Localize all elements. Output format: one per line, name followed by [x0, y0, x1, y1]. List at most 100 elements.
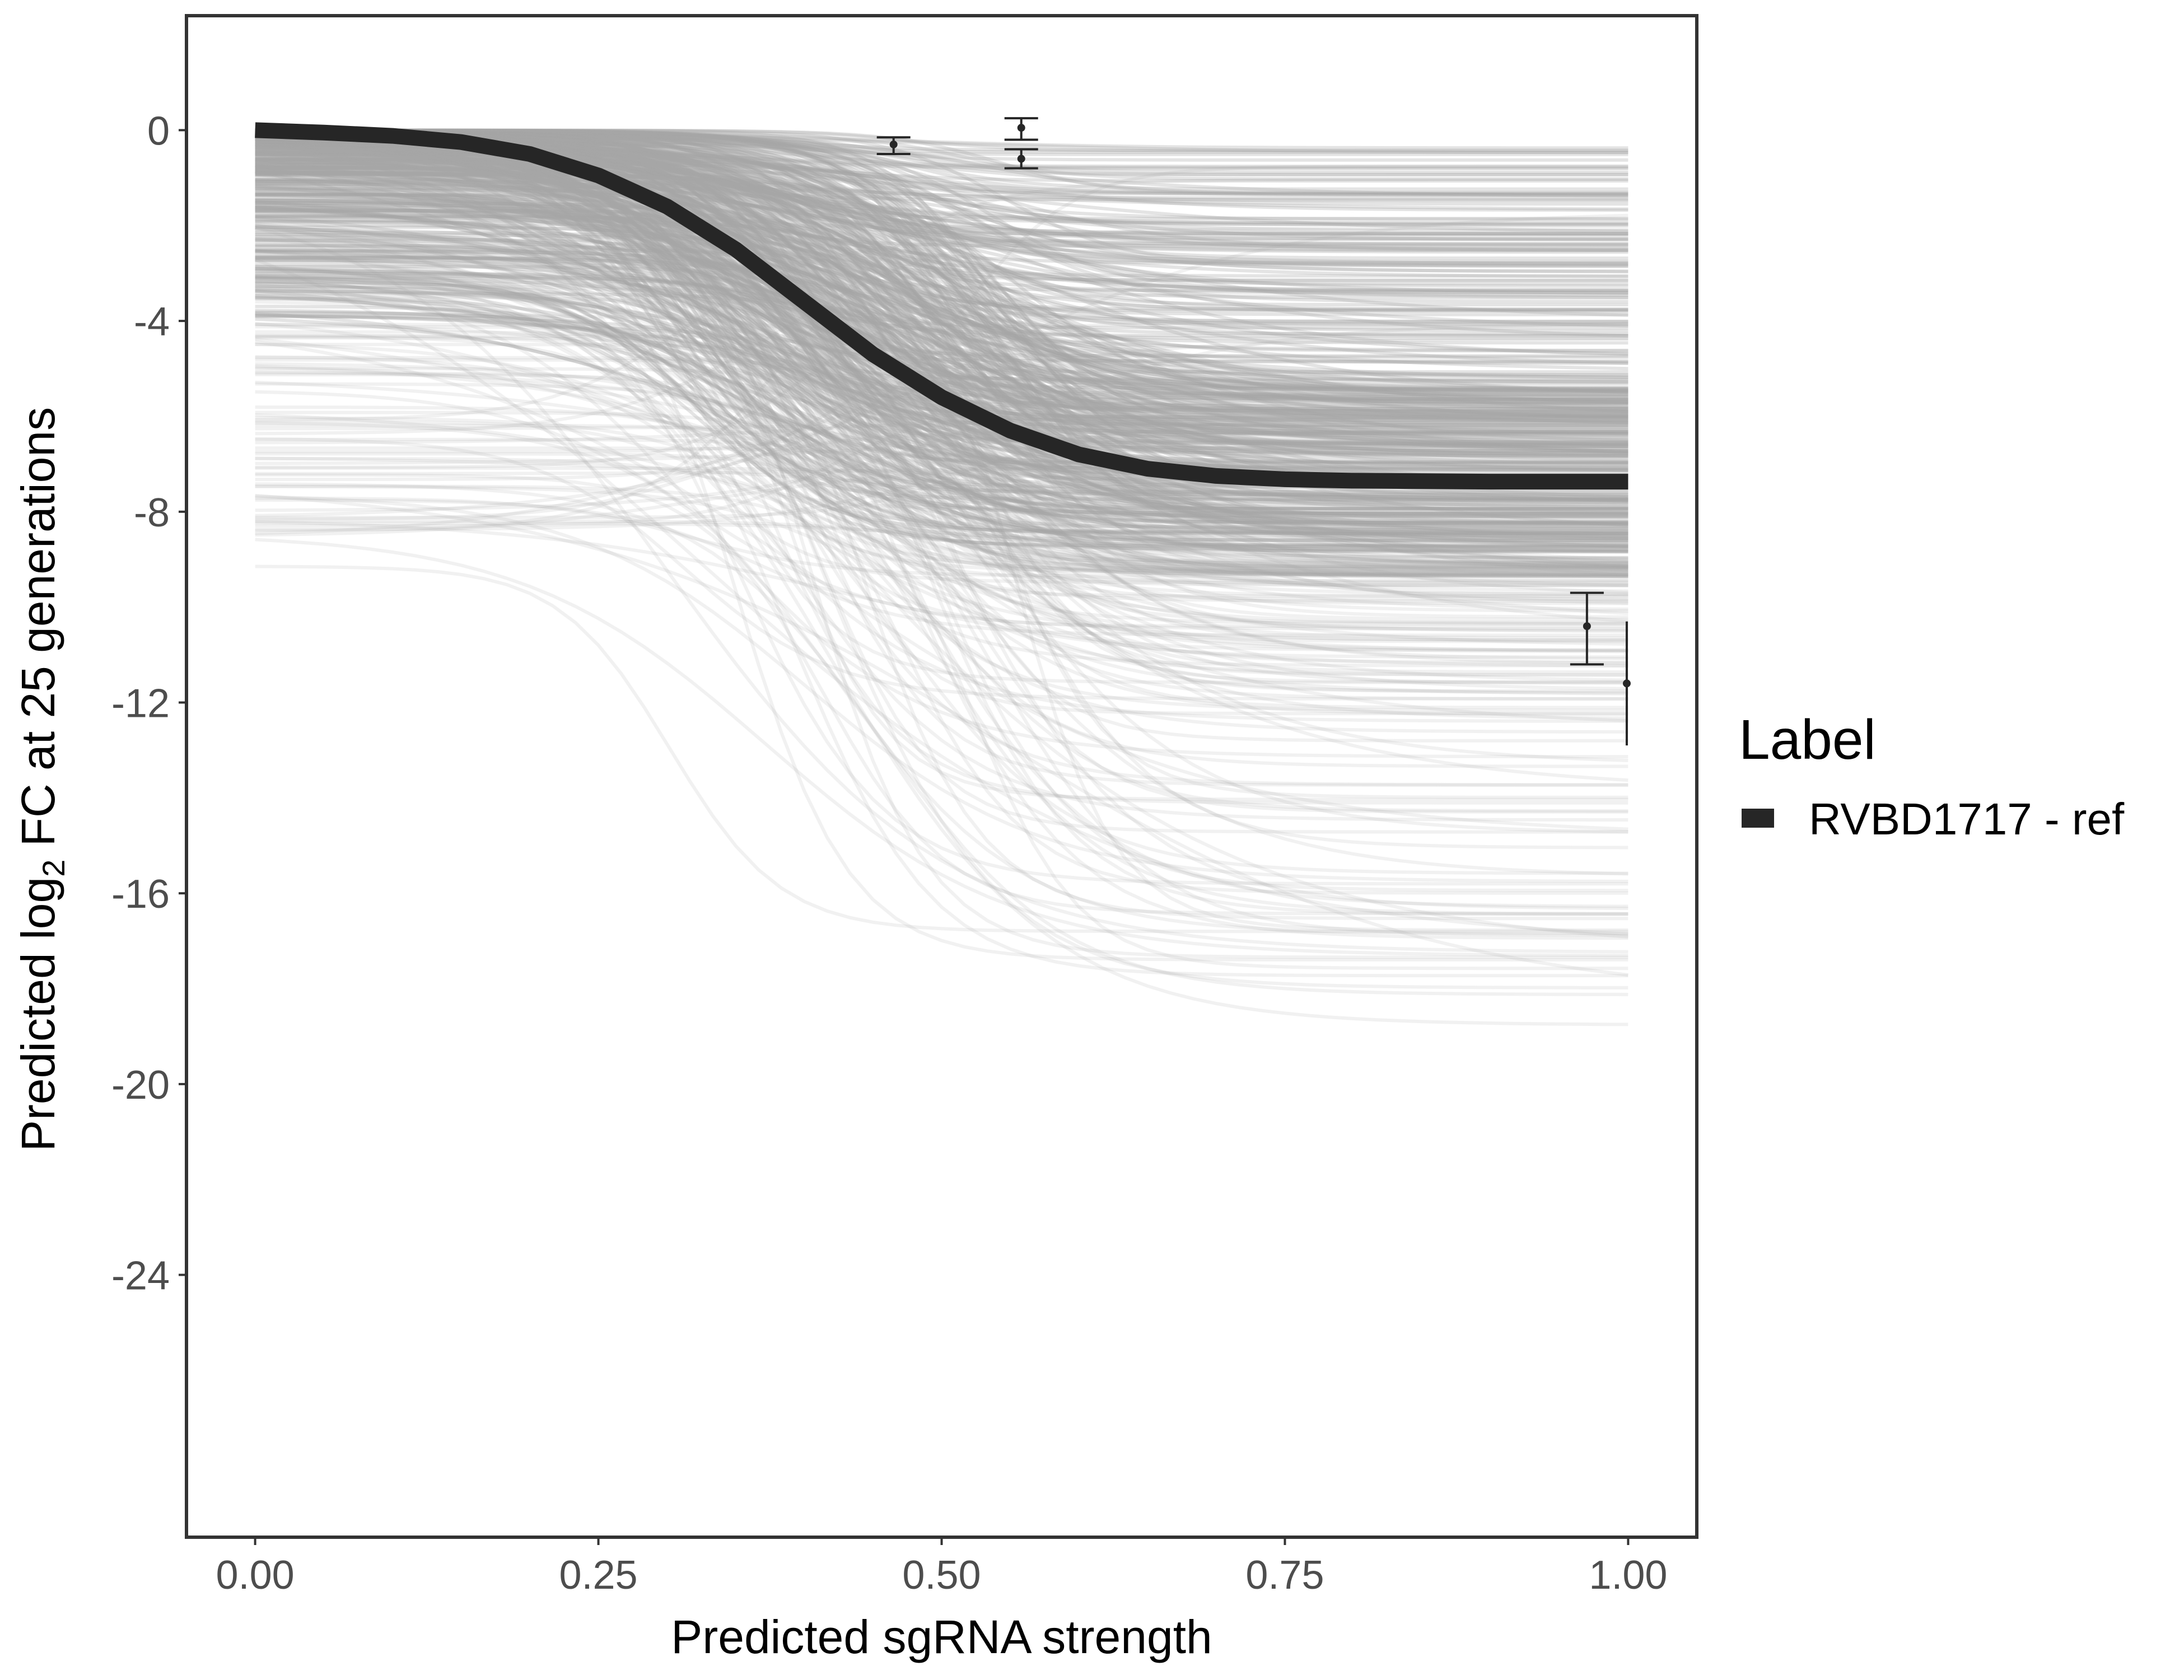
posterior-draw-line — [255, 220, 1628, 381]
posterior-draw-line — [255, 538, 1628, 958]
posterior-draw-line — [255, 138, 1628, 392]
posterior-draw-line — [255, 192, 1628, 424]
posterior-draw-line — [255, 128, 1628, 198]
posterior-draw-line — [255, 162, 1628, 317]
posterior-draw-line — [255, 176, 1628, 624]
posterior-draw-line — [255, 193, 1628, 328]
posterior-draw-line — [255, 274, 1628, 533]
posterior-draw-line — [255, 182, 1628, 503]
posterior-draw-line — [255, 134, 1628, 402]
posterior-draw-line — [255, 129, 1628, 410]
posterior-draw-line — [255, 367, 1628, 573]
posterior-draw-line — [255, 161, 1628, 693]
posterior-draw-line — [255, 211, 1628, 542]
posterior-draw-line — [255, 414, 1628, 531]
y-axis-title: Predicted log2 FC at 25 generations — [12, 407, 71, 1151]
x-axis: 0.00 0.25 0.50 0.75 1.00 — [216, 1537, 1667, 1598]
posterior-draw-line — [255, 223, 1628, 568]
posterior-draw-line — [255, 153, 1628, 684]
posterior-draw-line — [255, 138, 1628, 567]
posterior-draw-line — [255, 272, 1628, 552]
posterior-draw-line — [255, 390, 1628, 631]
posterior-draw-line — [255, 423, 1628, 536]
posterior-draw-line — [255, 237, 1628, 787]
posterior-draw-line — [255, 198, 1628, 598]
posterior-draw-line — [255, 201, 1628, 454]
posterior-draw-line — [255, 193, 1628, 460]
posterior-draw-line — [255, 129, 1628, 471]
posterior-draw-line — [255, 165, 1628, 415]
posterior-draw-line — [255, 484, 1628, 813]
posterior-draw-line — [255, 212, 1628, 570]
posterior-draw-line — [255, 162, 1628, 564]
posterior-draw-line — [255, 322, 1628, 512]
posterior-draw-line — [255, 129, 1628, 197]
posterior-draw-line — [255, 224, 1628, 352]
posterior-draw-line — [255, 128, 1628, 153]
posterior-draw-line — [255, 485, 1628, 652]
posterior-draw-line — [255, 206, 1628, 371]
posterior-draw-line — [255, 171, 1628, 292]
posterior-draw-line — [255, 129, 1628, 601]
posterior-draw-line — [255, 294, 1628, 584]
posterior-draw-line — [255, 128, 1628, 326]
posterior-draw-line — [255, 132, 1628, 226]
posterior-draw-line — [255, 205, 1628, 292]
posterior-draw-line — [255, 225, 1628, 433]
posterior-draw-line — [255, 292, 1628, 469]
posterior-draw-line — [255, 446, 1628, 516]
posterior-draw-line — [255, 147, 1628, 514]
posterior-draw-line — [255, 245, 1628, 716]
posterior-draw-line — [255, 129, 1628, 959]
posterior-draw-line — [255, 463, 1628, 537]
posterior-draw-line — [255, 146, 1628, 762]
posterior-draw-line — [255, 186, 1628, 424]
posterior-draw-line — [255, 253, 1628, 684]
posterior-draw-line — [255, 255, 1628, 363]
posterior-draw-line — [255, 152, 1628, 405]
posterior-draw-line — [255, 416, 1628, 875]
posterior-draw-line — [255, 128, 1628, 577]
legend-title: Label — [1739, 708, 1876, 771]
posterior-draw-line — [255, 300, 1628, 611]
posterior-draw-line — [255, 268, 1628, 515]
posterior-draw-line — [255, 131, 1628, 156]
posterior-draw-line — [255, 290, 1628, 834]
posterior-draw-line — [255, 130, 1628, 668]
posterior-draw-line — [255, 244, 1628, 390]
posterior-draw-line — [255, 147, 1628, 628]
posterior-draw-line — [255, 128, 1628, 654]
posterior-draw-line — [255, 163, 1628, 282]
posterior-draw-line — [255, 169, 1628, 421]
x-tick-label: 0.00 — [216, 1553, 295, 1598]
posterior-draw-line — [255, 159, 1628, 200]
posterior-draw-line — [255, 133, 1628, 417]
posterior-draw-line — [255, 164, 1628, 454]
posterior-draw-line — [255, 305, 1628, 540]
posterior-draw-line — [255, 170, 1628, 548]
posterior-draw-line — [255, 309, 1628, 548]
posterior-draw-line — [255, 456, 1628, 507]
posterior-draw-line — [255, 178, 1628, 533]
posterior-draw-line — [255, 158, 1628, 195]
posterior-draw-line — [255, 152, 1628, 567]
posterior-draw-line — [255, 343, 1628, 676]
posterior-draw-line — [255, 165, 1628, 458]
posterior-draw-line — [255, 130, 1628, 533]
posterior-draw-line — [255, 130, 1628, 554]
posterior-draw-line — [255, 152, 1628, 323]
posterior-draw-line — [255, 265, 1628, 577]
posterior-draw-line — [255, 165, 1628, 392]
posterior-draw-line — [255, 437, 1628, 538]
posterior-draw-line — [255, 208, 1628, 850]
posterior-draw-line — [254, 135, 1628, 939]
posterior-draw-line — [255, 269, 1628, 444]
posterior-draw-line — [255, 473, 1628, 916]
posterior-draw-line — [255, 169, 1628, 300]
posterior-draw-line — [255, 130, 1628, 444]
posterior-draw-line — [255, 564, 1628, 934]
posterior-draw-line — [255, 133, 1628, 181]
posterior-draw-line — [255, 130, 1628, 174]
posterior-draw-line — [255, 198, 1628, 587]
posterior-draw-line — [255, 155, 1628, 447]
